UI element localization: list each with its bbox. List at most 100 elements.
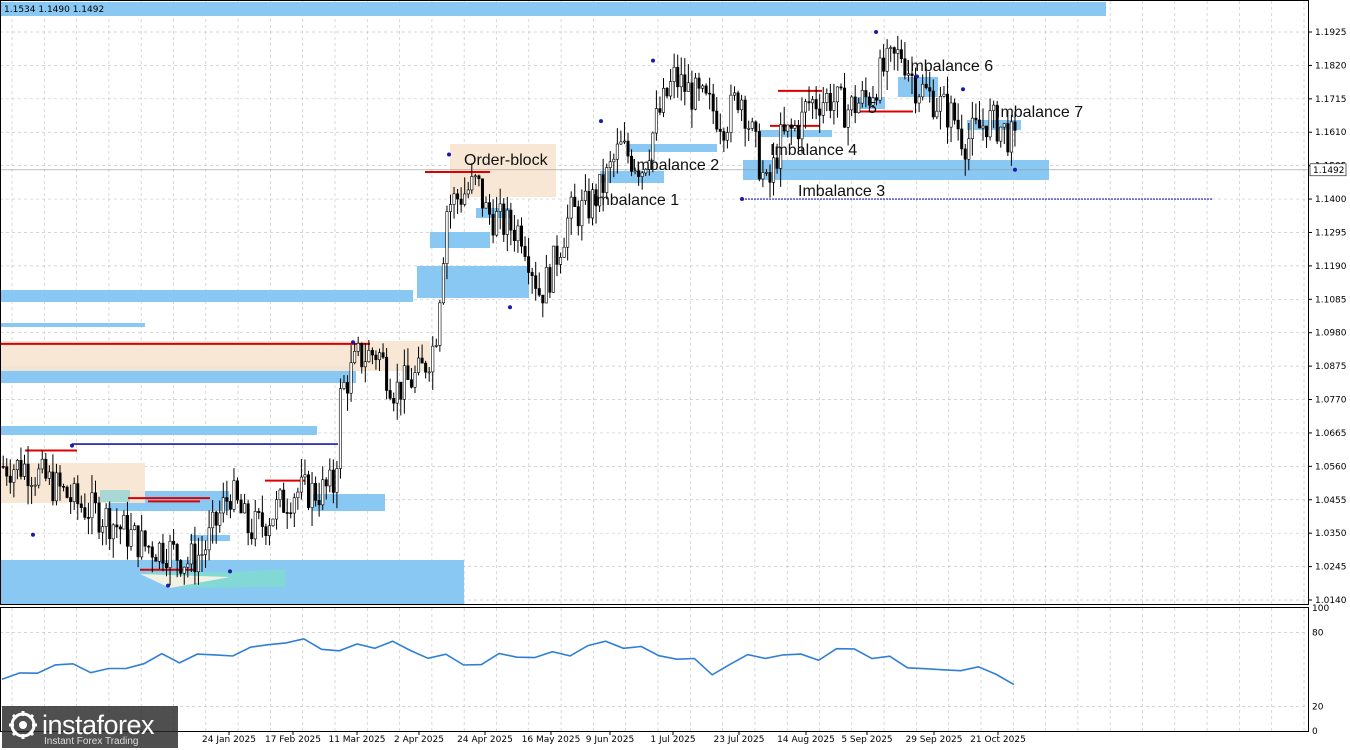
candle-body — [275, 499, 279, 520]
candle-body — [587, 190, 591, 219]
candle-body — [374, 354, 378, 361]
candle-body — [874, 97, 878, 101]
candle-body — [970, 117, 974, 139]
candle-body — [26, 463, 30, 487]
candle-body — [658, 108, 662, 113]
candle-body — [775, 157, 779, 169]
candle-body — [782, 124, 786, 132]
time-tick-label: 24 Jan 2025 — [202, 735, 256, 745]
candle-body — [633, 170, 637, 173]
candle-body — [488, 202, 492, 215]
candle-body — [708, 92, 712, 95]
candle-body — [704, 85, 708, 94]
candle-body — [360, 343, 364, 368]
candle-body — [303, 474, 307, 478]
candle-body — [72, 483, 76, 502]
price-tick-label: 1.1085 — [1315, 295, 1347, 305]
candle-body — [30, 485, 34, 487]
candle-body — [505, 209, 509, 235]
candle-body — [509, 209, 513, 231]
time-tick-label: 21 Oct 2025 — [970, 735, 1026, 745]
candle-body — [179, 560, 183, 574]
candle-body — [19, 460, 23, 477]
candle-body — [214, 511, 218, 526]
candle-body — [562, 246, 566, 258]
imbalance-zone — [417, 266, 529, 298]
time-tick-label: 14 Aug 2025 — [777, 735, 835, 745]
candle-body — [292, 497, 296, 514]
levels — [0, 89, 1308, 571]
candle-body — [65, 486, 69, 498]
candle-body — [988, 110, 992, 138]
candle-body — [530, 272, 534, 276]
candle-body — [8, 475, 12, 483]
candle-body — [786, 124, 790, 132]
candle-body — [367, 350, 371, 363]
candle-body — [257, 511, 261, 513]
candle-body — [90, 492, 94, 519]
candle-body — [605, 167, 609, 193]
candle-body — [338, 388, 342, 469]
candle-body — [860, 90, 864, 104]
candle-body — [548, 267, 552, 293]
candle-body — [541, 294, 545, 304]
price-tick-label: 1.0770 — [1315, 396, 1347, 406]
candle-body — [732, 92, 736, 96]
candle-body — [512, 229, 516, 242]
candle-body — [917, 96, 921, 104]
candle-body — [395, 381, 399, 404]
candle-body — [800, 111, 804, 140]
candle-body — [392, 398, 396, 404]
candle-body — [924, 83, 928, 88]
candle-body — [101, 526, 105, 533]
cci-tick-label: 20 — [1312, 702, 1324, 712]
candle-body — [154, 556, 158, 562]
candle-body — [811, 99, 815, 104]
candle-body — [931, 90, 935, 118]
candle-body — [445, 211, 449, 264]
candle-body — [427, 371, 431, 374]
candle-body — [448, 204, 452, 212]
time-tick-label: 23 Jul 2025 — [714, 735, 765, 745]
candle-body — [832, 101, 836, 111]
logo-tagline: Instant Forex Trading — [44, 736, 139, 747]
candle-body — [619, 141, 623, 145]
candle-body — [306, 474, 310, 508]
candle-body — [324, 479, 328, 487]
candle-body — [754, 121, 758, 132]
swing-marker — [915, 74, 919, 79]
annotation-label: Imbalance 4 — [770, 142, 857, 159]
candle-body — [172, 540, 176, 545]
candle-body — [516, 225, 520, 242]
candle-body — [33, 484, 37, 487]
candle-body — [86, 517, 90, 519]
swing-marker — [351, 340, 355, 345]
candle-body — [58, 472, 62, 487]
candle-body — [686, 82, 690, 92]
candle-body — [452, 193, 456, 205]
candle-body — [630, 155, 634, 172]
candle-body — [97, 502, 101, 533]
candle-body — [388, 390, 392, 399]
candle-body — [356, 343, 360, 352]
candle-body — [871, 97, 875, 106]
candle-body — [963, 148, 967, 160]
candle-body — [207, 527, 211, 551]
swing-marker — [740, 197, 744, 202]
candle-body — [857, 102, 861, 114]
candle-body — [438, 302, 442, 346]
candle-body — [147, 545, 151, 548]
candle-body — [328, 469, 332, 487]
zones — [0, 2, 1106, 605]
candle-body — [480, 178, 484, 209]
candle-body — [637, 170, 641, 177]
cci-line — [1, 637, 1015, 686]
candle-body — [551, 245, 555, 293]
candles — [1, 30, 1017, 588]
candle-body — [768, 172, 772, 183]
candle-body — [608, 161, 612, 168]
candle-body — [136, 525, 140, 558]
candle-body — [125, 515, 129, 547]
candle-body — [296, 491, 300, 499]
candle-body — [683, 74, 687, 92]
